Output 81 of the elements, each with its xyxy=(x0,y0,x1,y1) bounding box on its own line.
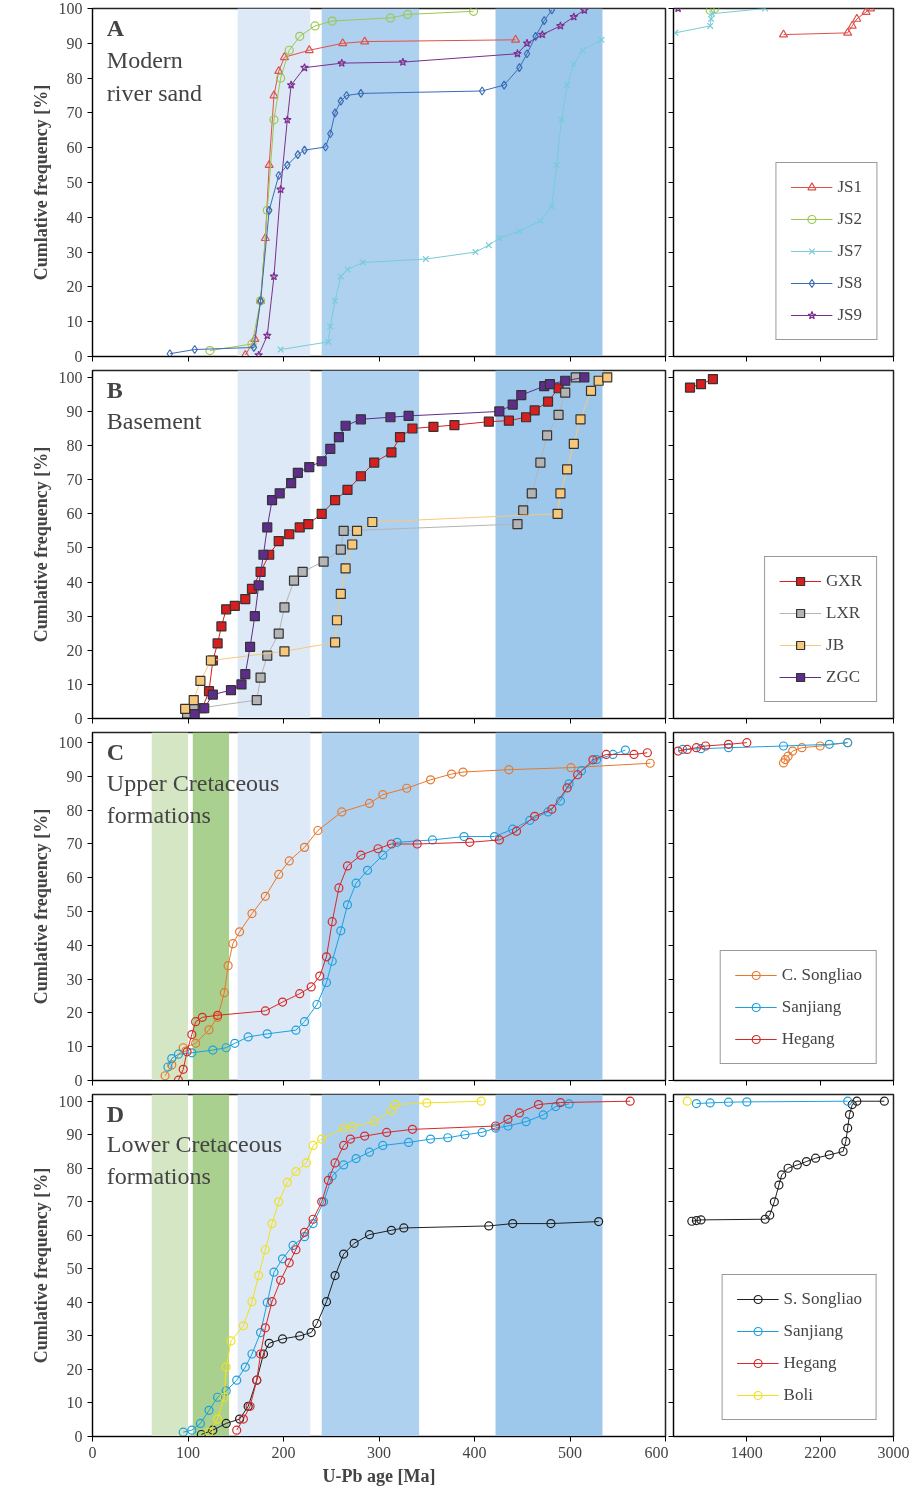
y-tick-label: 30 xyxy=(66,607,83,625)
y-tick-label: 50 xyxy=(66,539,83,557)
legend-label: C. Songliao xyxy=(781,965,862,985)
legend-label: Sanjiang xyxy=(783,1321,844,1341)
annotation: C xyxy=(106,739,125,766)
legend-label: JS7 xyxy=(837,241,862,261)
y-tick-label: 40 xyxy=(66,208,83,226)
y-tick-label: 90 xyxy=(66,402,83,420)
y-tick-label: 20 xyxy=(66,1360,83,1378)
legend-label: JS8 xyxy=(837,273,862,293)
annotation: D xyxy=(106,1101,125,1128)
x-tick-label: 3000 xyxy=(877,1443,910,1461)
y-tick-label: 30 xyxy=(66,970,83,988)
y-tick-label: 60 xyxy=(66,139,83,157)
y-tick-label: 80 xyxy=(66,437,83,455)
y-axis-title: Cumlative frequency [%] xyxy=(30,1167,51,1364)
y-tick-label: 10 xyxy=(66,313,83,331)
y-tick-label: 40 xyxy=(66,936,83,954)
x-tick-label: 500 xyxy=(558,1443,582,1461)
y-tick-label: 0 xyxy=(74,710,83,727)
y-tick-label: 30 xyxy=(66,243,83,261)
annotation: B xyxy=(106,377,123,404)
x-tick-label: 300 xyxy=(367,1443,391,1461)
legend-label: Boli xyxy=(783,1385,813,1405)
x-tick-label: 400 xyxy=(462,1443,487,1461)
legend-label: Hegang xyxy=(781,1029,835,1049)
y-tick-label: 0 xyxy=(74,1428,83,1445)
y-tick-label: 20 xyxy=(66,278,83,296)
x-tick-label: 2200 xyxy=(804,1443,837,1461)
annotation: Modern river sand xyxy=(106,46,203,106)
x-tick-label: 0 xyxy=(88,1443,97,1461)
y-tick-label: 60 xyxy=(66,505,83,523)
y-tick-label: 10 xyxy=(66,1394,83,1412)
y-tick-label: 50 xyxy=(66,1260,83,1278)
y-tick-label: 10 xyxy=(66,675,83,693)
y-tick-label: 30 xyxy=(66,1327,83,1345)
y-tick-label: 60 xyxy=(66,1226,83,1244)
legend-label: JB xyxy=(826,635,846,655)
y-tick-label: 50 xyxy=(66,174,83,191)
y-tick-label: 100 xyxy=(58,734,83,752)
y-tick-label: 80 xyxy=(66,1159,83,1177)
y-tick-label: 90 xyxy=(66,34,83,52)
y-axis-title: Cumlative frequency [%] xyxy=(30,446,51,643)
legend-label: S. Songliao xyxy=(783,1289,862,1309)
y-tick-label: 0 xyxy=(74,1072,83,1089)
y-tick-label: 90 xyxy=(66,767,83,785)
legend-label: LXR xyxy=(826,603,861,623)
y-tick-label: 40 xyxy=(66,573,83,591)
y-tick-label: 70 xyxy=(66,471,83,489)
y-tick-label: 50 xyxy=(66,903,83,921)
x-tick-label: 100 xyxy=(176,1443,200,1461)
y-axis-title: Cumlative frequency [%] xyxy=(30,808,51,1005)
y-tick-label: 60 xyxy=(66,869,83,887)
y-tick-label: 40 xyxy=(66,1293,83,1311)
y-axis-title: Cumlative frequency [%] xyxy=(30,84,51,281)
y-tick-label: 80 xyxy=(66,801,83,819)
annotation: A xyxy=(106,15,125,42)
legend-label: JS9 xyxy=(837,305,862,325)
x-tick-label: 600 xyxy=(644,1443,669,1461)
legend-label: Hegang xyxy=(783,1353,837,1373)
legend-label: JS1 xyxy=(837,177,862,197)
y-tick-label: 10 xyxy=(66,1038,83,1056)
y-tick-label: 70 xyxy=(66,104,83,122)
legend-label: ZGC xyxy=(826,667,861,687)
x-tick-label: 1400 xyxy=(730,1443,763,1461)
legend-label: Sanjiang xyxy=(781,997,842,1017)
x-tick-label: 200 xyxy=(271,1443,296,1461)
legend-label: JS2 xyxy=(837,209,862,229)
y-tick-label: 100 xyxy=(58,1092,83,1110)
y-tick-label: 100 xyxy=(58,368,83,386)
y-tick-label: 70 xyxy=(66,835,83,853)
legend-label: GXR xyxy=(826,571,862,591)
y-tick-label: 100 xyxy=(58,0,83,17)
y-tick-label: 20 xyxy=(66,641,83,659)
y-tick-label: 70 xyxy=(66,1193,83,1211)
y-tick-label: 0 xyxy=(74,348,83,365)
x-axis-title: U-Pb age [Ma] xyxy=(322,1465,436,1486)
y-tick-label: 20 xyxy=(66,1004,83,1022)
annotation: Basement xyxy=(106,408,202,435)
y-tick-label: 90 xyxy=(66,1126,83,1144)
y-tick-label: 80 xyxy=(66,69,83,87)
